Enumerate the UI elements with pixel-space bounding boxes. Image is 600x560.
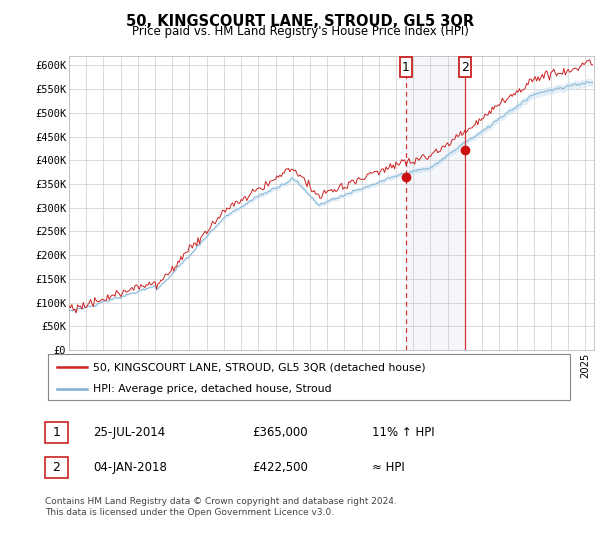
Text: 2: 2 [461,60,469,73]
Text: £422,500: £422,500 [252,461,308,474]
Text: 2: 2 [52,461,61,474]
Text: 04-JAN-2018: 04-JAN-2018 [93,461,167,474]
Text: Price paid vs. HM Land Registry's House Price Index (HPI): Price paid vs. HM Land Registry's House … [131,25,469,38]
Bar [459,58,471,77]
Text: 50, KINGSCOURT LANE, STROUD, GL5 3QR (detached house): 50, KINGSCOURT LANE, STROUD, GL5 3QR (de… [93,362,425,372]
Bar [400,58,412,77]
Text: 1: 1 [402,60,410,73]
Text: ≈ HPI: ≈ HPI [372,461,405,474]
Text: 25-JUL-2014: 25-JUL-2014 [93,426,165,439]
Text: 1: 1 [52,426,61,439]
Bar [406,56,465,350]
Text: 11% ↑ HPI: 11% ↑ HPI [372,426,434,439]
Text: HPI: Average price, detached house, Stroud: HPI: Average price, detached house, Stro… [93,384,332,394]
Text: £365,000: £365,000 [252,426,308,439]
Text: Contains HM Land Registry data © Crown copyright and database right 2024.
This d: Contains HM Land Registry data © Crown c… [45,497,397,517]
Text: 50, KINGSCOURT LANE, STROUD, GL5 3QR: 50, KINGSCOURT LANE, STROUD, GL5 3QR [126,14,474,29]
